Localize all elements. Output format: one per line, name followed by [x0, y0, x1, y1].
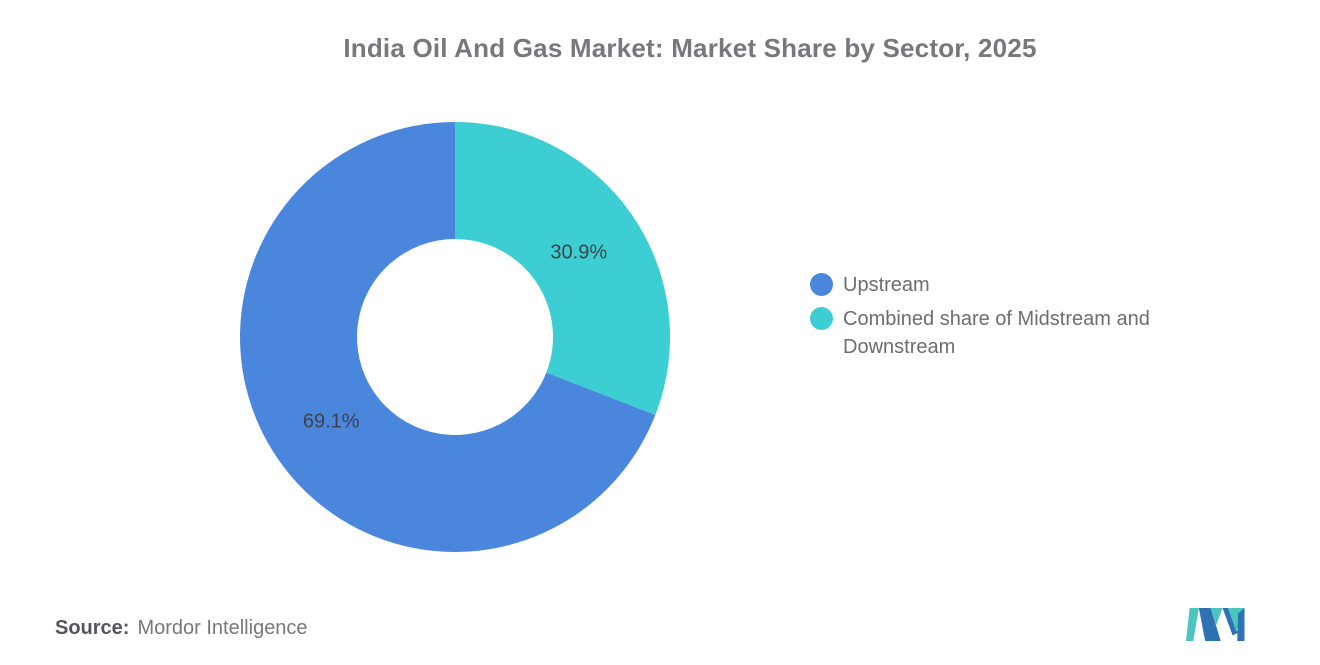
donut-slice-1 [455, 122, 670, 415]
legend-label-upstream: Upstream [843, 274, 930, 296]
legend-marker-upstream [810, 273, 833, 296]
legend-dot-icon [810, 307, 833, 330]
legend-marker-midstream-downstream [810, 307, 833, 330]
legend-dot-icon [810, 273, 833, 296]
donut-chart: 69.1% 30.9% [240, 122, 670, 552]
slice-label-0: 69.1% [303, 411, 360, 433]
legend-item-upstream: Upstream [810, 271, 1205, 299]
legend: Upstream Combined share of Midstream and… [810, 271, 1205, 367]
legend-item-midstream-downstream: Combined share of Midstream and Downstre… [810, 305, 1205, 361]
logo-blue-diagonal-2 [1222, 608, 1239, 636]
slice-label-1: 30.9% [550, 241, 607, 263]
donut-slice-0 [240, 122, 656, 552]
logo-teal-left-shape [1186, 608, 1199, 641]
source-text: Mordor Intelligence [137, 617, 308, 639]
legend-label-midstream-downstream: Combined share of Midstream and Downstre… [843, 308, 1150, 358]
logo-teal-mid-triangle [1210, 608, 1223, 626]
logo-blue-diagonal-1 [1198, 608, 1221, 641]
chart-title: India Oil And Gas Market: Market Share b… [343, 33, 1037, 63]
source-prefix: Source: [55, 617, 130, 639]
logo-blue-bar [1237, 608, 1245, 641]
source-line: Source: Mordor Intelligence [55, 617, 308, 640]
mordor-intelligence-logo-icon [1186, 608, 1245, 641]
